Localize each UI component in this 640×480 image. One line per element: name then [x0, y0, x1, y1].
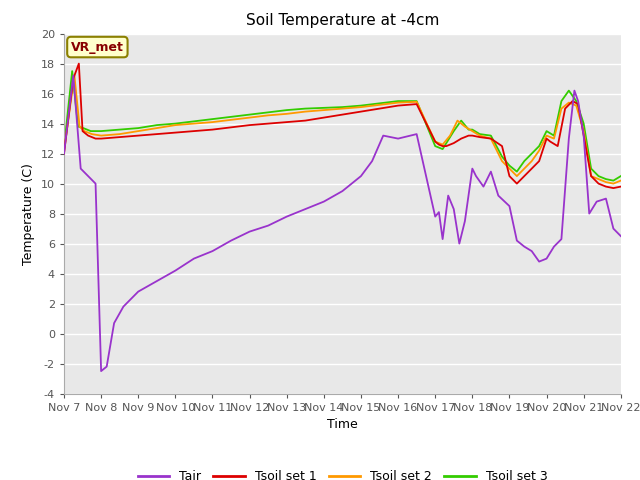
Text: VR_met: VR_met: [71, 40, 124, 54]
Y-axis label: Temperature (C): Temperature (C): [22, 163, 35, 264]
X-axis label: Time: Time: [327, 418, 358, 431]
Legend: Tair, Tsoil set 1, Tsoil set 2, Tsoil set 3: Tair, Tsoil set 1, Tsoil set 2, Tsoil se…: [132, 465, 552, 480]
Title: Soil Temperature at -4cm: Soil Temperature at -4cm: [246, 13, 439, 28]
